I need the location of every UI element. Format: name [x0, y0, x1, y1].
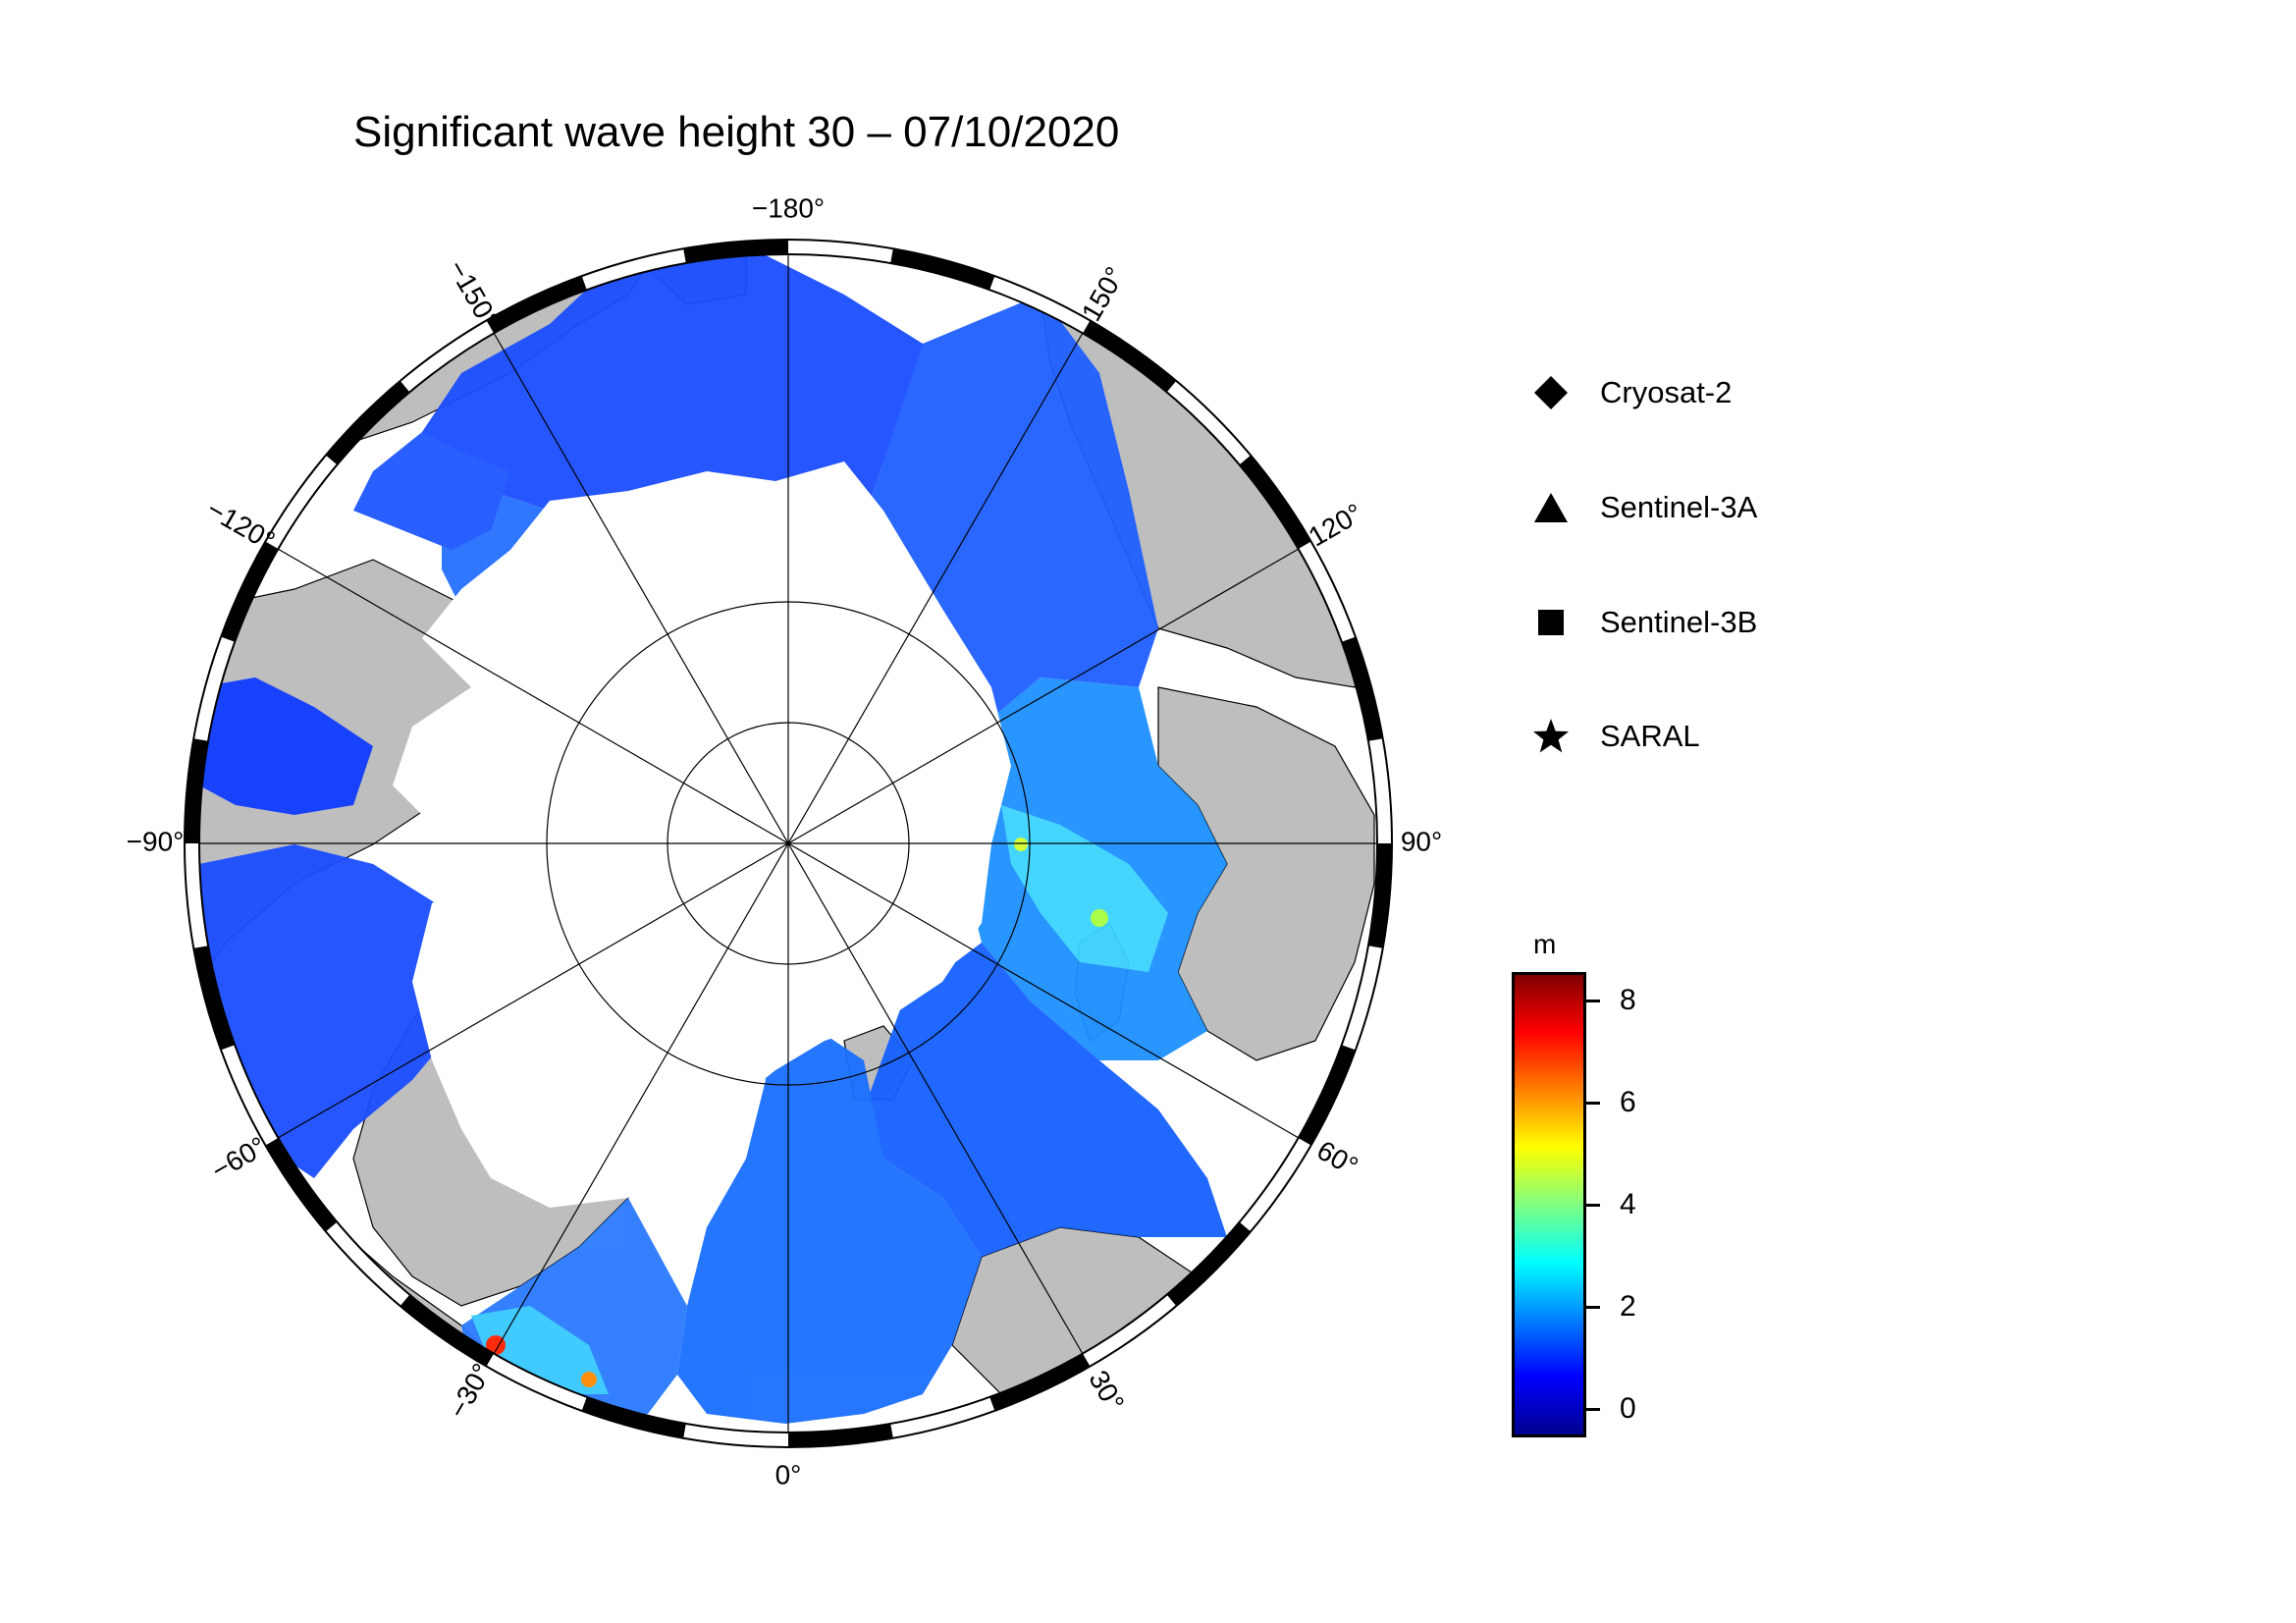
wave-field-canada-channels	[199, 677, 373, 815]
colorbar-tick	[1586, 1408, 1600, 1411]
legend-label-sentinel-3a: Sentinel-3A	[1600, 490, 1758, 524]
star-icon	[1533, 719, 1569, 753]
map-frame	[184, 239, 1393, 1448]
colorbar-tick	[1586, 1000, 1600, 1002]
legend-label-saral: SARAL	[1600, 719, 1700, 753]
longitude-label: −90°	[127, 826, 185, 856]
legend-item-saral: SARAL	[1531, 717, 1700, 756]
frame-segment	[1341, 636, 1383, 741]
frame-segment	[1083, 320, 1177, 393]
frame-segment	[788, 1423, 893, 1447]
colorbar-tick	[1586, 1204, 1600, 1207]
meridian-150	[493, 332, 1084, 1355]
colorbar-tick-label: 4	[1620, 1188, 1636, 1220]
legend-label-cryosat: Cryosat-2	[1600, 375, 1733, 409]
longitude-label: 120°	[1304, 498, 1368, 553]
frame-segment	[1166, 1221, 1252, 1307]
frame-segment	[683, 240, 788, 264]
square-icon	[1538, 610, 1564, 635]
wave-field-baffin	[199, 844, 491, 1178]
frame-checker-segments	[185, 240, 1392, 1447]
graticule	[199, 254, 1377, 1433]
frame-segment	[221, 541, 279, 642]
longitude-label: 60°	[1312, 1135, 1363, 1182]
map-title: Significant wave height 30 – 07/10/2020	[353, 108, 1120, 156]
colorbar	[1512, 972, 1586, 1437]
frame-segment	[1298, 1045, 1356, 1146]
legend-label-sentinel-3b: Sentinel-3B	[1600, 605, 1758, 639]
longitude-label: 0°	[775, 1459, 802, 1489]
longitude-label: −150°	[442, 254, 505, 333]
frame-segment	[1367, 843, 1392, 948]
colorbar-tick-label: 2	[1620, 1290, 1636, 1323]
frame-segment	[1239, 455, 1311, 549]
frame-segment	[581, 1396, 686, 1438]
legend-item-cryosat: Cryosat-2	[1531, 373, 1732, 412]
frame-segment	[193, 946, 236, 1051]
wave-field-greenland-sea	[677, 992, 982, 1424]
peak-wave-marker	[486, 1335, 506, 1355]
wave-field-barents	[864, 943, 1227, 1257]
colorbar-tick	[1586, 1306, 1600, 1309]
colorbar-tick-label: 0	[1620, 1392, 1636, 1425]
colorbar-tick	[1586, 1102, 1600, 1105]
map-content	[199, 254, 1377, 1433]
sea-ice-region	[393, 461, 1011, 1208]
longitude-label: 90°	[1401, 826, 1442, 856]
longitude-label: −120°	[202, 494, 281, 557]
triangle-icon	[1534, 493, 1568, 522]
wave-field-beaufort	[353, 432, 510, 550]
longitude-label: 150°	[1076, 262, 1131, 327]
colorbar-tick-label: 6	[1620, 1086, 1636, 1118]
frame-segment	[989, 1353, 1091, 1411]
wave-field-kara-highlight	[1001, 805, 1168, 972]
mid-wave-marker	[1091, 909, 1108, 927]
colorbar-tick-label: 8	[1620, 984, 1636, 1016]
diamond-icon	[1534, 376, 1568, 409]
mid-wave-marker-2	[1014, 838, 1028, 851]
longitude-label: −180°	[752, 192, 825, 223]
frame-segment	[185, 738, 209, 843]
longitude-label: 30°	[1083, 1365, 1130, 1416]
frame-segment	[400, 1294, 494, 1367]
legend-item-sentinel-3a: Sentinel-3A	[1531, 488, 1757, 527]
frame-segment	[325, 380, 410, 465]
frame-segment	[890, 248, 995, 291]
legend-item-sentinel-3b: Sentinel-3B	[1531, 603, 1757, 642]
colorbar-unit: m	[1533, 929, 1557, 959]
peak-wave-marker-2	[581, 1372, 597, 1387]
frame-segment	[486, 276, 587, 334]
frame-segment	[265, 1138, 338, 1232]
